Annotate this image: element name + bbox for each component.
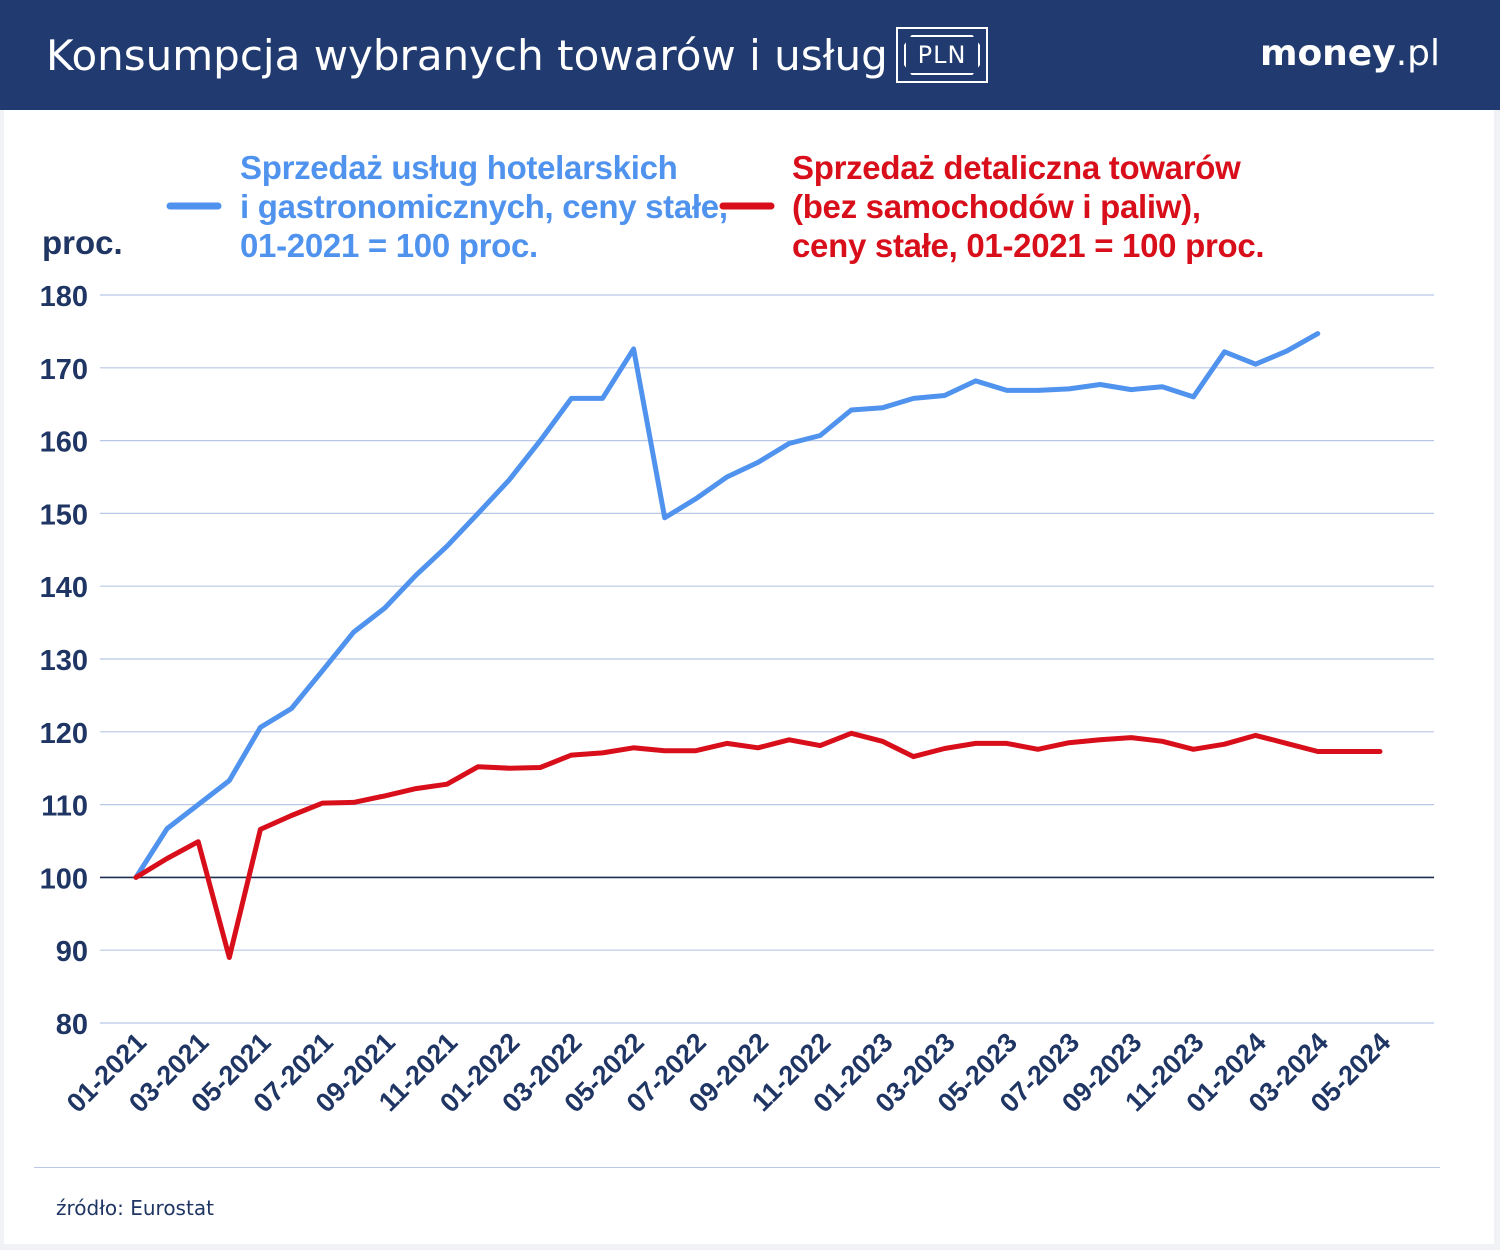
y-tick-label: 120: [40, 718, 88, 750]
pln-badge-frame: [904, 35, 980, 75]
y-tick-label: 180: [40, 281, 88, 313]
y-tick-label: 80: [56, 1009, 88, 1041]
y-tick-label: 160: [40, 427, 88, 459]
series-line-hotel-services: [133, 331, 1321, 880]
y-tick-label: 140: [40, 572, 88, 604]
legend-line: i gastronomicznych, ceny stałe,: [240, 188, 728, 225]
line-chart: 809010011012013014015016017018001-202103…: [40, 202, 1434, 1118]
legend-line: (bez samochodów i paliw),: [792, 188, 1201, 225]
divider: [34, 1167, 1440, 1168]
logo-suffix: .pl: [1395, 33, 1440, 74]
y-tick-label: 110: [41, 791, 88, 823]
series-line-retail-goods: [133, 730, 1383, 960]
pln-badge: PLN: [896, 27, 988, 83]
chart-card: 80 90 100 110 120 130 140 150 160 170 180 01-2021 03…: [4, 110, 1494, 1244]
y-tick-label: 130: [40, 645, 88, 677]
y-tick-label: 170: [40, 354, 88, 386]
legend-line: Sprzedaż usług hotelarskich: [240, 149, 678, 186]
logo-main: money: [1259, 33, 1396, 74]
header-bar: Konsumpcja wybranych towarów i usług PLN…: [0, 0, 1500, 110]
legend-label-hotel-services: Sprzedaż usług hotelarskich i gastronomi…: [240, 148, 728, 265]
y-axis-label: proc.: [42, 224, 123, 261]
y-tick-label: 100: [40, 863, 88, 895]
legend-line: ceny stałe, 01-2021 = 100 proc.: [792, 227, 1265, 264]
money-pl-logo: money.pl: [1260, 32, 1440, 76]
pln-badge-label: PLN: [917, 41, 967, 69]
y-tick-label: 150: [40, 499, 88, 531]
source-note: źródło: Eurostat: [56, 1196, 214, 1220]
page-title: Konsumpcja wybranych towarów i usług: [46, 31, 888, 80]
legend-line: Sprzedaż detaliczna towarów: [792, 149, 1241, 186]
legend-label-retail-goods: Sprzedaż detaliczna towarów (bez samocho…: [792, 148, 1265, 265]
legend-line: 01-2021 = 100 proc.: [240, 227, 538, 264]
y-tick-label: 90: [56, 936, 88, 968]
